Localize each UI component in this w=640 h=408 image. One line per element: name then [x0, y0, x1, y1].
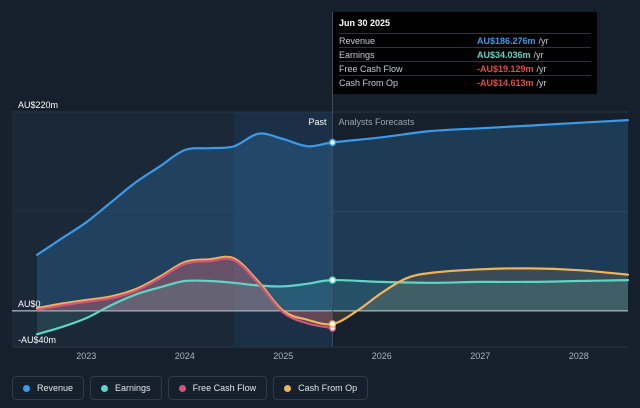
legend-item-earnings[interactable]: Earnings [90, 376, 162, 400]
tooltip: Jun 30 2025 Revenue AU$186.276m /yr Earn… [333, 12, 597, 94]
free-cash-flow-line [35, 257, 334, 330]
tooltip-label: Earnings [339, 49, 375, 60]
earnings-marker [328, 276, 337, 284]
x-tick-label: 2024 [175, 351, 195, 361]
legend-label: Revenue [37, 383, 74, 393]
free-cash-flow-dot-icon [178, 384, 186, 392]
free-cash-flow-area [37, 258, 333, 329]
tooltip-unit: /yr [536, 63, 547, 74]
tooltip-row-cash-from-op: Cash From Op -AU$14.613m /yr [339, 75, 591, 89]
legend-item-revenue[interactable]: Revenue [12, 376, 85, 400]
x-tick-label: 2023 [76, 351, 96, 361]
tooltip-unit: /yr [533, 49, 544, 60]
tooltip-unit: /yr [536, 77, 547, 88]
y-tick-label: AU$0 [18, 299, 41, 309]
legend-item-cash-from-op[interactable]: Cash From Op [273, 376, 369, 400]
tooltip-label: Free Cash Flow [339, 63, 403, 74]
tooltip-value: AU$186.276m [477, 35, 536, 46]
x-tick-label: 2025 [273, 351, 293, 361]
cash-from-op-area [37, 256, 628, 325]
cash-from-op-line [35, 255, 630, 326]
y-tick-label: -AU$40m [18, 335, 56, 345]
legend-label: Earnings [115, 383, 151, 393]
tooltip-title: Jun 30 2025 [339, 18, 391, 28]
tooltip-unit: /yr [538, 35, 549, 46]
y-tick-label: AU$220m [18, 100, 58, 110]
legend-item-free-cash-flow[interactable]: Free Cash Flow [167, 376, 268, 400]
tooltip-row-free-cash-flow: Free Cash Flow -AU$19.129m /yr [339, 61, 591, 75]
cash-from-op-dot-icon [284, 384, 292, 392]
earnings-line [35, 278, 630, 336]
earnings-dot-icon [101, 384, 109, 392]
past-label: Past [308, 117, 327, 127]
tooltip-value: -AU$14.613m [477, 77, 534, 88]
highlight-band [234, 112, 333, 347]
revenue-line [35, 119, 630, 256]
tooltip-label: Revenue [339, 35, 376, 46]
x-tick-label: 2027 [470, 351, 490, 361]
cash-from-op-marker [328, 320, 337, 328]
legend-label: Cash From Op [298, 383, 358, 393]
forecast-label: Analysts Forecasts [339, 117, 416, 127]
tooltip-label: Cash From Op [339, 77, 399, 88]
x-tick-label: 2028 [569, 351, 589, 361]
x-tick-label: 2026 [372, 351, 392, 361]
tooltip-row-revenue: Revenue AU$186.276m /yr [339, 33, 591, 47]
legend-label: Free Cash Flow [192, 383, 257, 393]
revenue-dot-icon [23, 384, 30, 392]
legend: Revenue Earnings Free Cash Flow Cash Fro… [12, 376, 369, 400]
tooltip-value: AU$34.036m [477, 49, 531, 60]
tooltip-value: -AU$19.129m [477, 63, 534, 74]
revenue-marker [328, 138, 337, 147]
tooltip-row-earnings: Earnings AU$34.036m /yr [339, 47, 591, 61]
